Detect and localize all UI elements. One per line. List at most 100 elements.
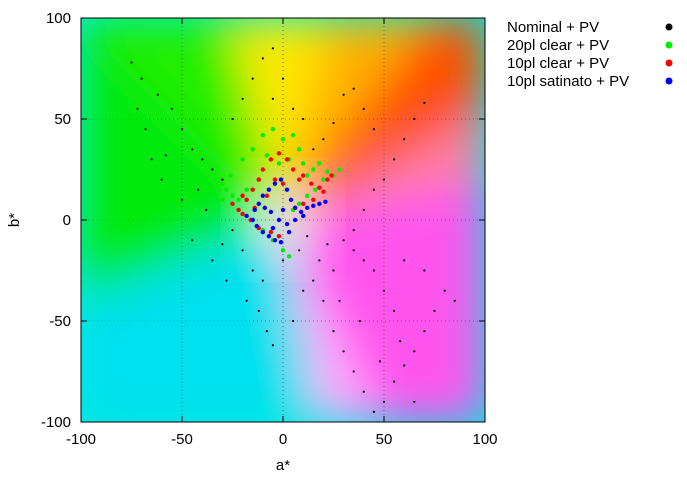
data-point [221, 243, 224, 246]
data-point [309, 181, 314, 186]
data-point [311, 167, 316, 172]
data-point [211, 168, 214, 171]
data-point [403, 259, 406, 262]
data-point [262, 205, 268, 211]
data-point [280, 207, 286, 213]
data-point [301, 173, 306, 178]
data-point [256, 177, 261, 182]
data-point [311, 203, 316, 209]
plot-background [81, 18, 485, 422]
data-point [352, 370, 355, 373]
data-point [278, 240, 284, 245]
data-point [230, 201, 235, 207]
legend-label: Nominal + PV [507, 19, 599, 36]
data-point [201, 158, 204, 161]
data-point [231, 229, 234, 232]
y-tick-label: -50 [49, 313, 71, 330]
data-point [276, 151, 282, 156]
data-point [280, 248, 286, 253]
data-point [382, 400, 386, 403]
data-point [256, 201, 261, 207]
legend-label: 10pl clear + PV [507, 55, 609, 72]
data-point [271, 47, 274, 50]
data-point [244, 213, 249, 219]
data-point [224, 187, 229, 192]
data-point [296, 147, 302, 152]
data-point [322, 138, 325, 141]
data-point [338, 299, 341, 302]
data-point [214, 177, 219, 182]
data-point [272, 181, 278, 186]
data-point [453, 299, 456, 302]
data-point [321, 177, 326, 182]
data-point [317, 201, 322, 207]
data-point [302, 289, 305, 292]
data-point [298, 209, 304, 215]
data-point [284, 187, 290, 192]
data-point [298, 249, 301, 252]
data-point [191, 148, 194, 151]
x-axis-title: a* [276, 457, 290, 474]
data-point [250, 217, 255, 223]
data-point [228, 173, 233, 178]
data-point [250, 147, 255, 152]
data-point [231, 117, 234, 121]
data-point [372, 269, 375, 272]
data-point [399, 340, 402, 343]
data-point [306, 235, 309, 238]
legend-marker [665, 23, 673, 31]
data-point [264, 193, 270, 198]
legend-label: 20pl clear + PV [507, 37, 609, 54]
data-point [261, 57, 264, 60]
data-point [325, 177, 330, 182]
data-point [160, 178, 163, 181]
data-point [284, 157, 290, 162]
data-point [250, 187, 255, 192]
data-point [403, 364, 406, 367]
series-3 [244, 177, 328, 245]
data-point [372, 410, 375, 413]
data-point [268, 157, 274, 162]
series-0 [130, 47, 456, 413]
data-point [241, 249, 244, 252]
data-point [337, 167, 342, 172]
data-point [270, 126, 276, 132]
data-point [362, 107, 365, 110]
data-point [252, 207, 257, 213]
data-point [236, 197, 241, 202]
data-point [332, 269, 335, 272]
legend-marker [665, 59, 673, 67]
data-point [312, 279, 315, 282]
data-point [272, 177, 278, 182]
y-tick-label: 100 [46, 10, 71, 27]
legend-marker [665, 77, 673, 85]
data-point [329, 173, 334, 178]
data-point [180, 128, 184, 131]
data-point [423, 330, 426, 333]
data-point [321, 189, 326, 194]
data-point [241, 97, 244, 100]
x-tick-label: 50 [376, 431, 393, 448]
data-point [305, 205, 310, 211]
data-point [281, 259, 285, 262]
y-tick-label: -100 [41, 414, 71, 431]
data-point [352, 87, 355, 90]
data-point [156, 93, 159, 96]
data-point [140, 77, 143, 80]
data-point [220, 181, 225, 186]
data-point [251, 77, 254, 80]
data-point [302, 117, 305, 121]
data-point [290, 167, 296, 172]
data-point [288, 197, 294, 202]
data-point [276, 161, 282, 166]
data-point [326, 243, 329, 246]
data-point [433, 309, 436, 312]
legend-marker [665, 41, 673, 49]
x-tick-label: -100 [66, 431, 96, 448]
data-point [325, 169, 330, 174]
data-point [144, 128, 147, 131]
data-point [362, 259, 365, 262]
data-point [323, 199, 328, 205]
data-point [240, 211, 245, 217]
